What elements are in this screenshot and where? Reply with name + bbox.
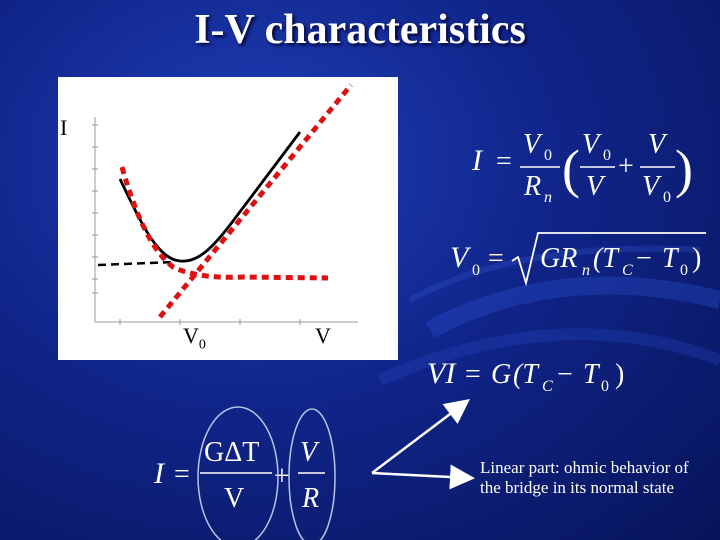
eq1-plus: + <box>618 151 634 182</box>
eq1-num-left: V <box>523 129 543 160</box>
x-tick-v0-sub: 0 <box>198 337 206 353</box>
y-axis-ticks <box>92 124 98 294</box>
eq2-equals: = <box>488 243 504 274</box>
eq2-gr-sub: n <box>582 262 590 279</box>
equation-v0: V 0 = GR n (T C − T 0 ) <box>450 232 706 287</box>
eq3-g: G <box>491 359 511 390</box>
eq4-den-left: V <box>224 483 244 514</box>
eq3-lhs: VI <box>427 357 457 390</box>
eq4-lhs: I <box>153 457 166 490</box>
iv-plot-canvas <box>92 83 358 325</box>
eq3-t0: T <box>583 359 601 390</box>
red-dashed-hyperbola <box>119 166 329 281</box>
eq1-num-mid-sub: 0 <box>603 147 611 164</box>
eq3-close: ) <box>615 359 624 390</box>
eq4-num-left: GΔT <box>204 437 259 468</box>
ohmic-annotation: Linear part: ohmic behavior of the bridg… <box>480 458 689 497</box>
equation-vi: VI = G (T C − T 0 ) <box>427 357 624 395</box>
eq1-lhs: I <box>471 144 484 177</box>
svg-text:): ) <box>675 139 693 199</box>
eq4-num-right: V <box>300 437 320 468</box>
eq2-lhs-sub: 0 <box>472 262 480 279</box>
ellipse-left-term <box>197 406 279 540</box>
eq4-den-right: R <box>301 483 319 514</box>
eq2-tc-sub: C <box>622 262 633 279</box>
red-dashed-ohmic-line <box>158 83 353 319</box>
eq3-minus: − <box>557 359 573 390</box>
eq2-lhs: V <box>450 241 472 274</box>
eq1-num-right: V <box>648 129 668 160</box>
eq3-equals: = <box>465 359 481 390</box>
y-axis-label: I <box>60 115 68 140</box>
eq1-num-mid: V <box>582 129 602 160</box>
eq1-equals: = <box>496 146 512 177</box>
eq1-den-left: R <box>523 171 541 202</box>
eq2-close: ) <box>692 243 701 274</box>
eq4-equals: = <box>174 459 190 490</box>
slide-title: I-V characteristics <box>194 7 526 53</box>
ellipse-right-term <box>288 408 336 540</box>
eq1-num-left-sub: 0 <box>544 147 552 164</box>
eq1-den-right: V <box>642 171 662 202</box>
eq1-den-mid: V <box>586 171 606 202</box>
eq3-tc: (T <box>513 359 540 390</box>
x-axis-ticks <box>119 319 301 325</box>
eq3-tc-sub: C <box>542 378 553 395</box>
eq3-t0-sub: 0 <box>601 378 609 395</box>
equation-current-split: I = GΔT V + V R <box>153 406 336 540</box>
eq2-gr: GR <box>540 243 577 274</box>
svg-text:(: ( <box>562 139 580 199</box>
eq1-den-left-sub: n <box>544 189 552 206</box>
x-axis-label: V <box>315 323 331 348</box>
arrow-to-annotation <box>371 464 475 490</box>
arrow-to-vi-equation <box>371 398 470 474</box>
equation-current: I = V 0 R n ( V 0 V + V V 0 ) <box>471 129 693 206</box>
eq2-t0: T <box>662 243 680 274</box>
eq2-minus: − <box>636 243 652 274</box>
x-tick-v0-base: V <box>183 323 199 348</box>
eq2-tc: (T <box>593 243 620 274</box>
iv-plot: I V0 V <box>58 77 398 360</box>
eq1-den-right-sub: 0 <box>663 189 671 206</box>
eq2-t0-sub: 0 <box>680 262 688 279</box>
x-tick-v0: V0 <box>183 323 206 353</box>
